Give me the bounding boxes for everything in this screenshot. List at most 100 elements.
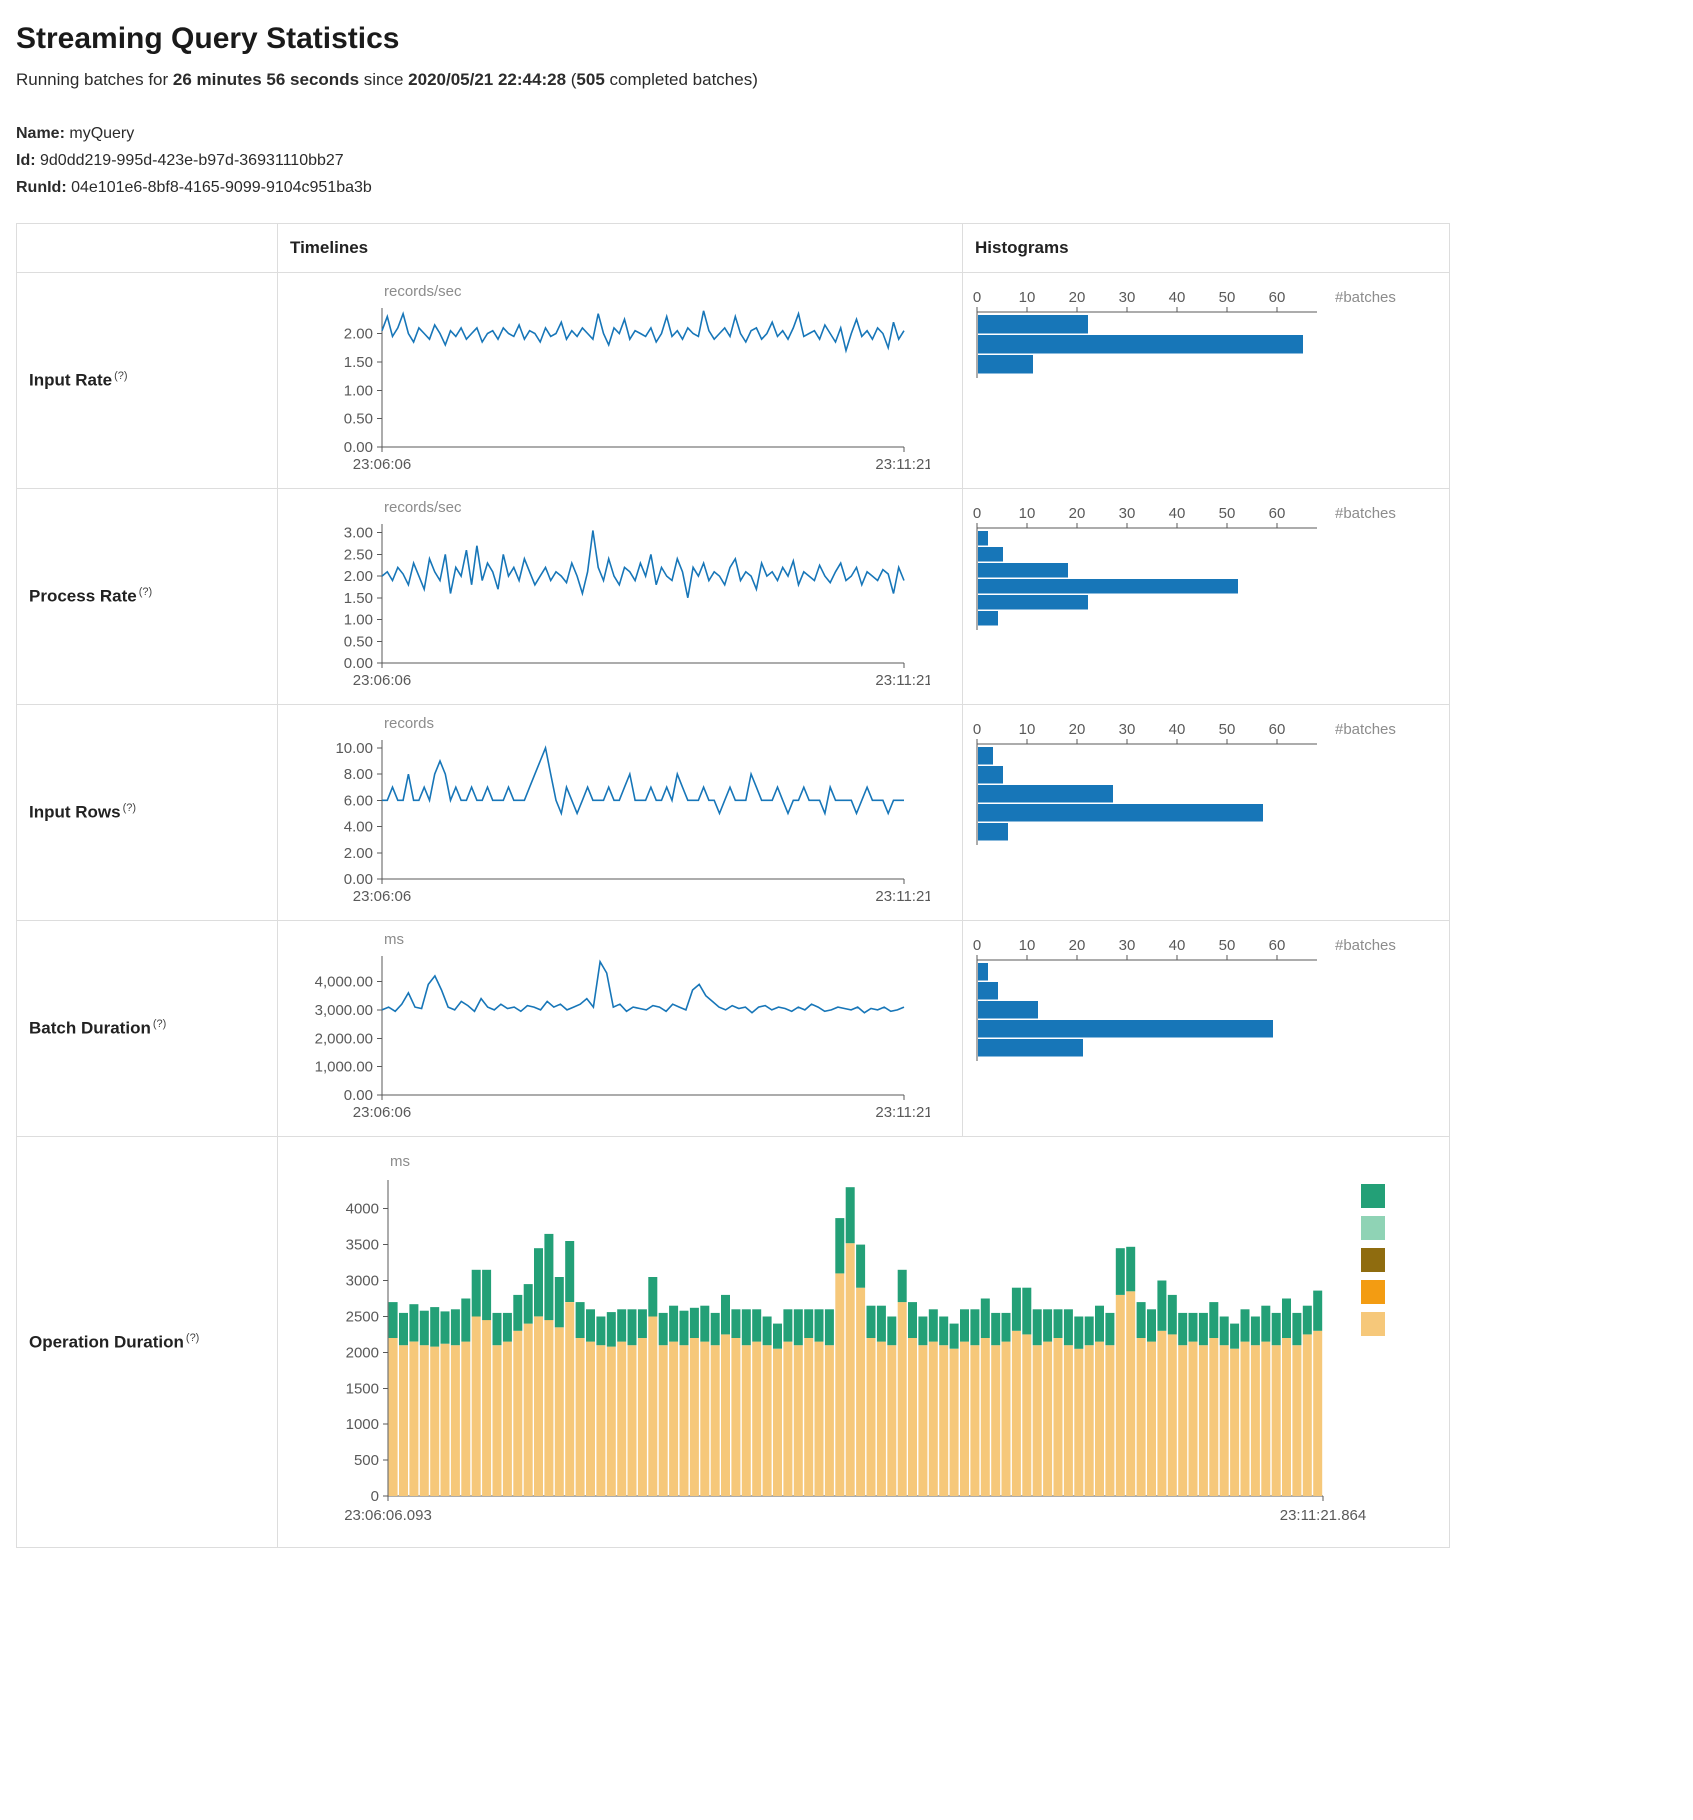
input-rate-help-icon[interactable]: (?) xyxy=(114,370,128,383)
svg-text:1.00: 1.00 xyxy=(344,382,373,399)
svg-text:3000: 3000 xyxy=(346,1273,379,1290)
svg-text:1.50: 1.50 xyxy=(344,354,373,371)
svg-text:30: 30 xyxy=(1119,505,1136,522)
svg-text:3,000.00: 3,000.00 xyxy=(315,1002,373,1019)
svg-text:0.00: 0.00 xyxy=(344,1087,373,1104)
svg-text:0: 0 xyxy=(371,1488,379,1505)
svg-text:20: 20 xyxy=(1069,721,1086,738)
svg-text:10.00: 10.00 xyxy=(335,740,373,757)
svg-text:500: 500 xyxy=(354,1452,379,1469)
svg-text:1500: 1500 xyxy=(346,1380,379,1397)
svg-text:20: 20 xyxy=(1069,937,1086,954)
svg-text:0.50: 0.50 xyxy=(344,633,373,650)
operation-duration-help-icon[interactable]: (?) xyxy=(185,1331,200,1344)
svg-text:ms: ms xyxy=(390,1153,410,1170)
svg-text:0: 0 xyxy=(973,721,981,738)
svg-text:records: records xyxy=(384,715,434,732)
batch-duration-timeline-chart: ms 0.00 1,000.00 2,000.00 3,000.00 4,000.00 23… xyxy=(315,931,930,1121)
timelines-header: Timelines xyxy=(277,223,963,273)
svg-text:0: 0 xyxy=(973,937,981,954)
svg-text:0.50: 0.50 xyxy=(344,411,373,428)
svg-text:23:11:21: 23:11:21 xyxy=(875,888,930,905)
summary-suffix: completed batches) xyxy=(604,70,758,89)
svg-text:60: 60 xyxy=(1269,937,1286,954)
metric-label-text: Operation Duration xyxy=(29,1332,184,1352)
summary-completed-count: 505 xyxy=(576,70,605,89)
query-id-row: Id: 9d0dd219-995d-423e-b97d-36931110bb27 xyxy=(16,147,1676,174)
streaming-statistics-page: Streaming Query Statistics Running batch… xyxy=(16,22,1676,1548)
input-rows-help-icon[interactable]: (?) xyxy=(122,802,137,815)
svg-text:#batches: #batches xyxy=(1335,937,1396,954)
svg-text:2.50: 2.50 xyxy=(344,546,373,563)
metric-label-input-rows: Input Rows (?) xyxy=(16,704,278,921)
svg-text:50: 50 xyxy=(1219,289,1236,306)
metric-label-process-rate: Process Rate (?) xyxy=(16,488,278,705)
svg-text:20: 20 xyxy=(1069,289,1086,306)
metric-label-operation-duration: Operation Duration (?) xyxy=(16,1136,278,1548)
svg-text:50: 50 xyxy=(1219,505,1236,522)
svg-text:23:11:21: 23:11:21 xyxy=(875,1104,930,1121)
svg-text:1.00: 1.00 xyxy=(344,612,373,629)
svg-text:20: 20 xyxy=(1069,505,1086,522)
batch-duration-histogram-chart: 0 10 20 30 40 50 60 #batches xyxy=(973,937,1396,1061)
table-row-input-rows: Input Rows (?) records 0.00 2.00 4.00 6.00 8.0… xyxy=(16,704,1450,921)
metric-label-text: Batch Duration xyxy=(29,1018,151,1038)
svg-text:10: 10 xyxy=(1019,721,1036,738)
svg-text:4,000.00: 4,000.00 xyxy=(315,974,373,991)
page-title: Streaming Query Statistics xyxy=(16,22,400,55)
input-rows-timeline-chart: records 0.00 2.00 4.00 6.00 8.00 10.00 23:06:06… xyxy=(335,715,930,905)
svg-text:1,000.00: 1,000.00 xyxy=(315,1059,373,1076)
svg-text:0.00: 0.00 xyxy=(344,871,373,888)
svg-text:40: 40 xyxy=(1169,937,1186,954)
metric-label-batch-duration: Batch Duration (?) xyxy=(16,920,278,1137)
svg-text:30: 30 xyxy=(1119,721,1136,738)
svg-text:#batches: #batches xyxy=(1335,505,1396,522)
svg-text:3.00: 3.00 xyxy=(344,525,373,542)
table-row-operation-duration: Operation Duration (?) ms 0 500 1000 1500 2000… xyxy=(16,1136,1450,1548)
svg-text:23:06:06: 23:06:06 xyxy=(353,672,411,689)
svg-text:23:11:21.864: 23:11:21.864 xyxy=(1280,1507,1366,1524)
table-row-process-rate: Process Rate (?) records/sec 0.00 0.50 1.00 1… xyxy=(16,488,1450,705)
metric-label-input-rate: Input Rate (?) xyxy=(16,272,278,489)
svg-text:8.00: 8.00 xyxy=(344,766,373,783)
query-runid-value: 04e101e6-8bf8-4165-9099-9104c951ba3b xyxy=(71,179,372,196)
batch-duration-help-icon[interactable]: (?) xyxy=(152,1018,167,1031)
svg-text:60: 60 xyxy=(1269,721,1286,738)
query-name-label: Name: xyxy=(16,125,65,142)
summary-duration: 26 minutes 56 seconds xyxy=(172,70,360,89)
svg-text:40: 40 xyxy=(1169,289,1186,306)
svg-text:23:06:06: 23:06:06 xyxy=(353,888,411,905)
summary-middle: since xyxy=(359,70,409,89)
metric-label-text: Process Rate xyxy=(29,586,137,606)
svg-text:10: 10 xyxy=(1019,289,1036,306)
svg-text:3500: 3500 xyxy=(346,1237,379,1254)
svg-text:30: 30 xyxy=(1119,289,1136,306)
process-rate-help-icon[interactable]: (?) xyxy=(138,586,153,599)
empty-header-cell xyxy=(16,223,278,273)
svg-text:4.00: 4.00 xyxy=(344,819,373,836)
summary-open-paren: ( xyxy=(566,70,577,89)
svg-text:0.00: 0.00 xyxy=(344,655,373,672)
table-row-input-rate: Input Rate (?) records/sec 0.00 0.50 1.00 1.5… xyxy=(16,272,1450,489)
svg-text:2500: 2500 xyxy=(346,1308,379,1325)
svg-text:2.00: 2.00 xyxy=(344,845,373,862)
svg-text:60: 60 xyxy=(1269,505,1286,522)
process-rate-histogram-chart: 0 10 20 30 40 50 60 #batches xyxy=(973,505,1396,630)
input-rate-histogram-chart: 0 10 20 30 40 50 60 #batches xyxy=(973,289,1396,378)
query-id-value: 9d0dd219-995d-423e-b97d-36931110bb27 xyxy=(40,152,344,169)
query-runid-label: RunId: xyxy=(16,179,67,196)
svg-text:2000: 2000 xyxy=(346,1344,379,1361)
metric-label-text: Input Rate xyxy=(29,370,113,390)
svg-text:0: 0 xyxy=(973,505,981,522)
svg-text:records/sec: records/sec xyxy=(384,499,462,516)
svg-text:1000: 1000 xyxy=(346,1416,379,1433)
table-row-batch-duration: Batch Duration (?) ms 0.00 1,000.00 2,000.00… xyxy=(16,920,1450,1137)
query-id-label: Id: xyxy=(16,152,36,169)
svg-text:2.00: 2.00 xyxy=(344,568,373,585)
input-rate-timeline-chart: records/sec 0.00 0.50 1.00 1.50 2.00 23:06:06 2… xyxy=(344,283,930,473)
summary-prefix: Running batches for xyxy=(16,70,173,89)
svg-text:0.00: 0.00 xyxy=(344,439,373,456)
summary-timestamp: 2020/05/21 22:44:28 xyxy=(408,70,567,89)
svg-text:50: 50 xyxy=(1219,937,1236,954)
svg-text:#batches: #batches xyxy=(1335,289,1396,306)
